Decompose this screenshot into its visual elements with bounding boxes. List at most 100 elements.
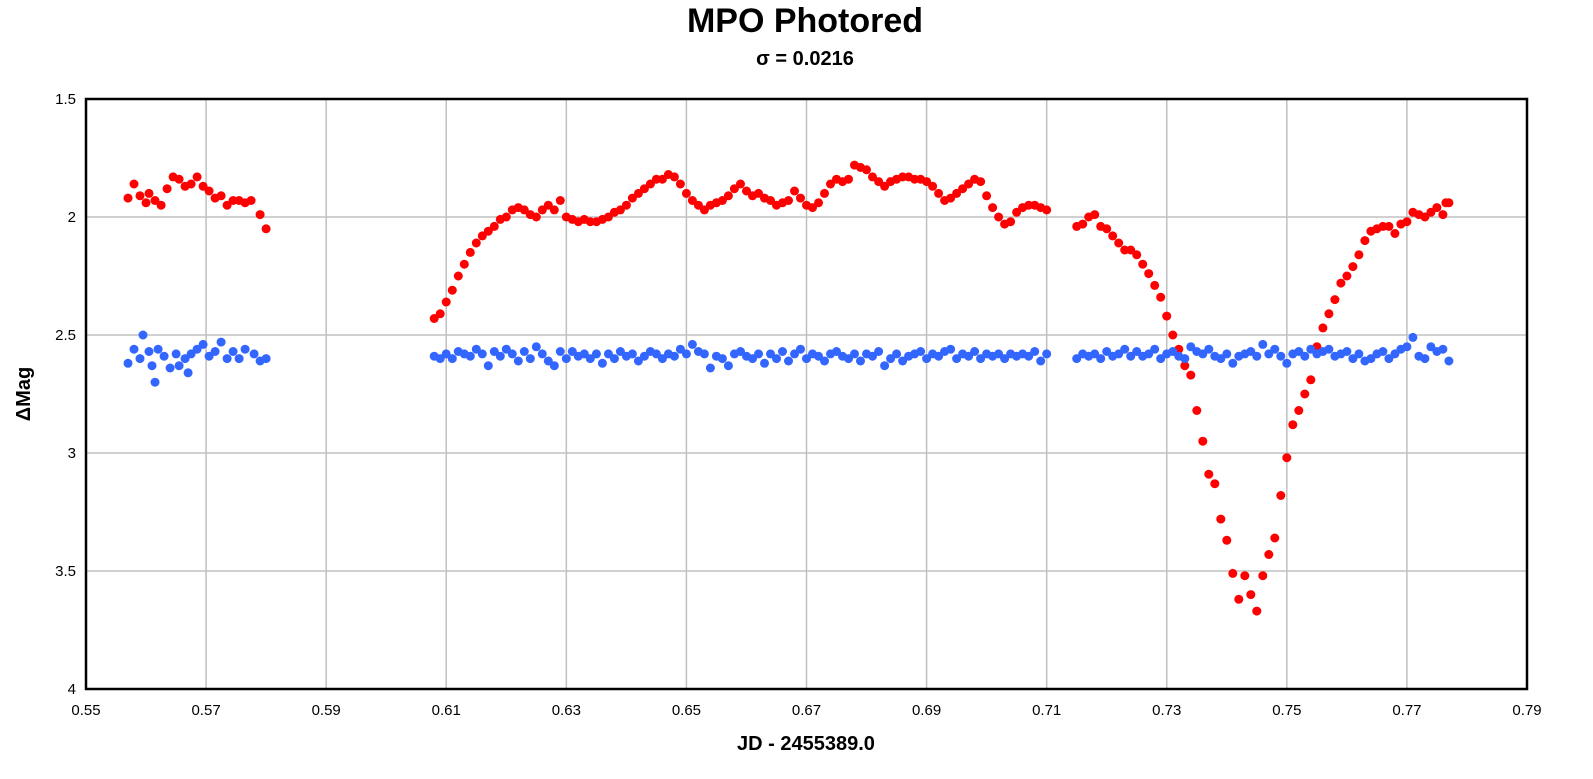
x-tick-label: 0.73 xyxy=(1152,702,1181,719)
y-tick-label: 2.5 xyxy=(55,327,76,344)
data-point xyxy=(1408,332,1418,342)
data-point xyxy=(174,361,184,371)
chart-subtitle: σ = 0.0216 xyxy=(756,48,854,70)
data-point xyxy=(465,351,475,361)
data-point xyxy=(699,349,709,359)
data-point xyxy=(585,354,595,364)
data-point xyxy=(1042,349,1052,359)
data-point xyxy=(1078,219,1088,229)
data-point xyxy=(144,347,154,356)
data-point xyxy=(519,347,529,356)
data-point xyxy=(459,259,469,269)
data-point xyxy=(645,179,655,189)
data-point xyxy=(1402,217,1412,227)
data-point xyxy=(1252,606,1262,616)
data-point xyxy=(796,193,805,203)
data-point xyxy=(633,356,643,366)
data-point xyxy=(982,191,992,201)
grid xyxy=(85,98,1528,690)
data-point xyxy=(970,347,980,356)
data-point xyxy=(1162,311,1172,321)
data-point xyxy=(1276,491,1286,500)
data-point xyxy=(255,210,265,220)
data-point xyxy=(1096,354,1106,364)
data-point xyxy=(210,347,220,356)
data-point xyxy=(754,349,763,359)
data-point xyxy=(778,347,787,356)
data-point xyxy=(1360,236,1370,246)
data-point xyxy=(1402,342,1412,352)
data-point xyxy=(1252,351,1262,361)
data-point xyxy=(1246,590,1256,600)
y-tick-labels: 1.5 2 2.5 3 3.5 4 xyxy=(55,91,76,698)
data-point xyxy=(1294,406,1304,415)
data-point xyxy=(1156,292,1166,302)
data-point xyxy=(1330,295,1340,305)
data-point xyxy=(1354,250,1364,260)
data-point xyxy=(1234,594,1244,604)
x-tick-label: 0.61 xyxy=(432,702,461,719)
data-point xyxy=(1384,221,1394,231)
data-point xyxy=(675,179,685,189)
data-point xyxy=(1228,358,1238,368)
data-point xyxy=(669,351,679,361)
data-point xyxy=(790,186,799,196)
data-point xyxy=(1150,344,1160,354)
data-point xyxy=(141,198,151,208)
data-point xyxy=(234,354,244,364)
data-point xyxy=(1186,370,1196,380)
data-point xyxy=(1042,205,1052,215)
y-tick-label: 3 xyxy=(68,445,76,462)
data-point xyxy=(150,196,160,205)
data-point xyxy=(1342,271,1352,281)
data-point xyxy=(681,349,691,359)
data-point xyxy=(1318,323,1328,333)
data-point xyxy=(1144,269,1154,279)
data-point xyxy=(723,191,733,201)
data-point xyxy=(192,344,202,354)
data-points xyxy=(123,160,1454,616)
data-point xyxy=(129,179,139,189)
data-point xyxy=(1378,347,1388,356)
y-tick-label: 3.5 xyxy=(55,563,76,580)
x-tick-label: 0.67 xyxy=(792,702,821,719)
data-point xyxy=(447,285,457,295)
data-point xyxy=(537,349,547,359)
data-point xyxy=(760,358,769,368)
data-point xyxy=(150,377,160,387)
data-point xyxy=(1126,245,1136,255)
data-point xyxy=(687,339,697,349)
data-point xyxy=(627,349,637,359)
data-point xyxy=(162,184,172,194)
data-point xyxy=(123,358,133,368)
data-point xyxy=(1432,203,1442,213)
data-point xyxy=(772,354,781,364)
data-point xyxy=(531,212,541,222)
data-point xyxy=(868,172,877,182)
data-point xyxy=(138,330,148,340)
data-point xyxy=(441,297,451,307)
data-point xyxy=(621,200,631,210)
data-point xyxy=(1270,344,1280,354)
data-point xyxy=(471,238,481,248)
x-tick-label: 0.75 xyxy=(1272,702,1301,719)
data-point xyxy=(192,172,202,182)
data-point xyxy=(1210,479,1220,489)
data-point xyxy=(814,198,823,208)
data-point xyxy=(723,361,733,371)
x-tick-label: 0.63 xyxy=(552,702,581,719)
data-point xyxy=(1306,375,1316,385)
data-point xyxy=(1288,420,1298,430)
y-axis-title: ΔMag xyxy=(13,367,35,421)
data-point xyxy=(228,347,238,356)
x-tick-labels: 0.55 0.57 0.59 0.61 0.63 0.65 0.67 0.69 0.71 0.73… xyxy=(71,702,1541,719)
data-point xyxy=(1216,514,1226,524)
data-point xyxy=(525,354,535,364)
data-point xyxy=(729,184,739,194)
data-point xyxy=(1198,436,1208,446)
data-point xyxy=(489,221,499,231)
series-0 xyxy=(123,160,1454,616)
data-point xyxy=(222,354,232,364)
data-point xyxy=(183,368,193,378)
data-point xyxy=(1108,231,1118,241)
